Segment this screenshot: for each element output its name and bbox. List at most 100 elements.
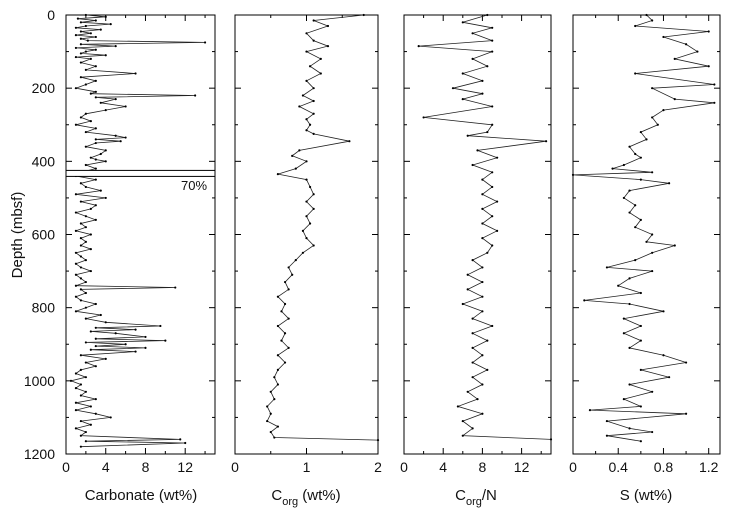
data-point bbox=[471, 376, 474, 379]
data-point bbox=[294, 167, 297, 170]
data-point bbox=[109, 23, 112, 26]
data-point bbox=[79, 383, 82, 386]
data-point bbox=[84, 361, 87, 364]
data-point bbox=[104, 15, 107, 18]
data-point bbox=[89, 207, 92, 210]
data-point bbox=[662, 310, 665, 313]
data-point bbox=[266, 405, 269, 408]
data-point bbox=[76, 17, 80, 20]
data-point bbox=[124, 136, 127, 139]
data-point bbox=[84, 68, 87, 71]
data-point bbox=[79, 277, 82, 280]
y-tick-label: 400 bbox=[32, 153, 56, 169]
data-point bbox=[269, 430, 272, 434]
y-tick-label: 600 bbox=[32, 227, 56, 243]
data-point bbox=[486, 130, 489, 134]
data-point bbox=[79, 237, 82, 240]
data-point bbox=[684, 43, 688, 46]
data-point bbox=[119, 140, 122, 143]
data-point bbox=[79, 37, 82, 40]
data-point bbox=[99, 152, 102, 156]
data-point bbox=[481, 295, 484, 298]
data-point bbox=[74, 87, 78, 90]
data-point bbox=[301, 94, 305, 97]
data-point bbox=[549, 438, 553, 441]
data-point bbox=[491, 39, 494, 42]
data-point bbox=[134, 328, 137, 331]
data-point bbox=[656, 123, 659, 126]
data-point bbox=[486, 13, 489, 17]
xlabel-corg-n: Corg/N bbox=[455, 487, 497, 508]
data-point bbox=[639, 156, 642, 159]
data-point bbox=[486, 65, 489, 68]
data-point bbox=[79, 76, 82, 79]
data-point bbox=[605, 434, 609, 437]
x-tick-label: 1.2 bbox=[699, 459, 719, 475]
data-point bbox=[461, 21, 464, 24]
data-point bbox=[461, 434, 464, 437]
x-tick-label: 0 bbox=[62, 459, 70, 475]
data-point bbox=[84, 24, 87, 28]
data-point bbox=[466, 288, 469, 291]
data-point bbox=[276, 368, 279, 371]
data-point bbox=[481, 354, 484, 357]
data-point bbox=[639, 178, 642, 181]
data-point bbox=[94, 19, 97, 22]
data-point bbox=[376, 438, 380, 442]
data-point bbox=[74, 34, 78, 37]
panel-sulfur: S (wt%) 0 0.4 0.8 1.2 bbox=[569, 13, 721, 504]
data-point bbox=[673, 98, 676, 101]
data-point bbox=[673, 57, 676, 61]
data-point bbox=[84, 259, 87, 262]
xlabel-corgn-tail: /N bbox=[482, 487, 497, 504]
data-point bbox=[308, 185, 312, 189]
data-point bbox=[79, 368, 82, 371]
data-point bbox=[639, 368, 642, 371]
x-tick-label: 8 bbox=[479, 459, 487, 475]
data-point bbox=[471, 32, 474, 35]
data-point bbox=[481, 222, 484, 225]
data-point bbox=[94, 127, 97, 130]
data-point bbox=[79, 43, 82, 46]
y-tick-label: 200 bbox=[32, 80, 56, 96]
data-point bbox=[312, 87, 315, 90]
data-point bbox=[622, 398, 625, 401]
data-point bbox=[276, 173, 279, 176]
data-point bbox=[89, 405, 92, 408]
data-point bbox=[79, 255, 82, 258]
data-point bbox=[305, 50, 308, 53]
data-point bbox=[308, 222, 312, 225]
data-point bbox=[628, 277, 631, 280]
data-point bbox=[471, 259, 474, 262]
x-tick-label: 12 bbox=[514, 459, 530, 475]
data-point bbox=[94, 302, 97, 306]
data-point bbox=[491, 324, 494, 328]
data-point bbox=[74, 251, 78, 254]
data-point bbox=[684, 412, 688, 415]
data-point bbox=[622, 163, 625, 167]
plot-frame-corg-n bbox=[403, 14, 552, 455]
data-point bbox=[312, 39, 315, 42]
data-point bbox=[94, 79, 97, 82]
data-point bbox=[634, 152, 637, 156]
data-point bbox=[461, 72, 464, 75]
data-point bbox=[276, 295, 279, 298]
plot-frame-carbonate bbox=[65, 14, 216, 455]
data-point bbox=[481, 266, 484, 269]
data-point bbox=[99, 101, 102, 104]
data-point bbox=[668, 376, 671, 379]
data-point bbox=[628, 145, 631, 148]
data-point bbox=[104, 109, 107, 112]
data-point bbox=[308, 123, 312, 126]
data-point bbox=[639, 130, 642, 134]
data-point bbox=[305, 160, 308, 163]
data-point bbox=[79, 30, 82, 33]
x-tick-label: 12 bbox=[177, 459, 193, 475]
data-point bbox=[94, 178, 97, 181]
data-point bbox=[276, 383, 279, 386]
data-point bbox=[481, 383, 484, 386]
data-point bbox=[291, 154, 294, 157]
data-point bbox=[144, 335, 147, 339]
data-point bbox=[628, 346, 631, 350]
